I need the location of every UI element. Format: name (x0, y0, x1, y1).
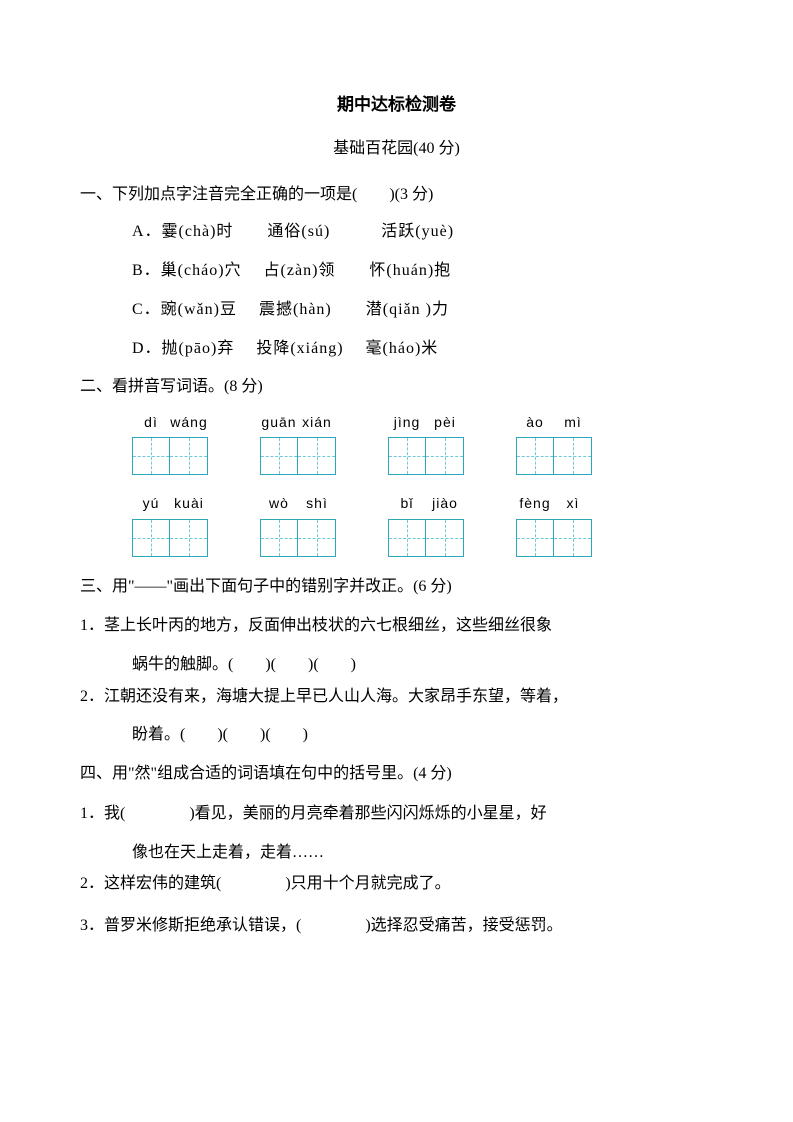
q3-item-2-cont: 盼着。( )( )( ) (80, 721, 713, 750)
question-1: 一、下列加点字注音完全正确的一项是( )(3 分) A．霎(chà)时 通俗(s… (80, 181, 713, 363)
char-box (260, 519, 298, 557)
char-box (388, 437, 426, 475)
char-box-pair (388, 437, 464, 475)
char-box-pair (132, 519, 208, 557)
doc-title: 期中达标检测卷 (80, 90, 713, 121)
char-box-pair (388, 519, 464, 557)
char-box (516, 519, 554, 557)
char-box (426, 437, 464, 475)
pinyin-label: jìngpèi (388, 410, 464, 435)
q4-item-1-cont: 像也在天上走着，走着…… (80, 839, 713, 868)
char-box-pair (516, 437, 592, 475)
pinyin-row-2: yúkuài wòshì bǐjiào fèngxì (132, 491, 713, 556)
q3-item-1: 1．茎上长叶丙的地方，反面伸出枝状的六七根细丝，这些细丝很象 (80, 609, 713, 643)
char-box (426, 519, 464, 557)
pinyin-word: yúkuài (132, 491, 208, 556)
question-3: 三、用"——"画出下面句子中的错别字并改正。(6 分) 1．茎上长叶丙的地方，反… (80, 573, 713, 751)
pinyin-label: dìwáng (132, 410, 208, 435)
char-box (170, 519, 208, 557)
q4-item-1: 1．我( )看见，美丽的月亮牵着那些闪闪烁烁的小星星，好 (80, 797, 713, 831)
q1-option-d: D．抛(pāo)弃 投降(xiáng) 毫(háo)米 (132, 335, 713, 364)
q1-option-b: B．巢(cháo)穴 占(zàn)领 怀(huán)抱 (132, 257, 713, 286)
pinyin-word: fèngxì (516, 491, 592, 556)
char-box (554, 437, 592, 475)
q3-item-2: 2．江朝还没有来，海塘大提上早已人山人海。大家昂手东望，等着， (80, 680, 713, 714)
char-box (298, 519, 336, 557)
pinyin-label: bǐjiào (388, 491, 464, 516)
pinyin-label: guānxián (260, 410, 336, 435)
char-box-pair (516, 519, 592, 557)
char-box (516, 437, 554, 475)
pinyin-label: yúkuài (132, 491, 208, 516)
pinyin-word: jìngpèi (388, 410, 464, 475)
char-box (388, 519, 426, 557)
q4-item-3: 3．普罗米修斯拒绝承认错误，( )选择忍受痛苦，接受惩罚。 (80, 909, 713, 943)
pinyin-word: guānxián (260, 410, 336, 475)
pinyin-word: àomì (516, 410, 592, 475)
q2-header: 二、看拼音写词语。(8 分) (80, 373, 713, 402)
char-box (132, 519, 170, 557)
pinyin-label: àomì (516, 410, 592, 435)
q3-item-1-cont: 蜗牛的触脚。( )( )( ) (80, 651, 713, 680)
char-box (132, 437, 170, 475)
char-box (260, 437, 298, 475)
char-box (170, 437, 208, 475)
doc-subtitle: 基础百花园(40 分) (80, 135, 713, 164)
pinyin-word: bǐjiào (388, 491, 464, 556)
q1-header: 一、下列加点字注音完全正确的一项是( )(3 分) (80, 181, 713, 210)
pinyin-word: dìwáng (132, 410, 208, 475)
pinyin-row-1: dìwáng guānxián jìngpèi àomì (132, 410, 713, 475)
pinyin-label: wòshì (260, 491, 336, 516)
pinyin-word: wòshì (260, 491, 336, 556)
char-box-pair (132, 437, 208, 475)
char-box-pair (260, 437, 336, 475)
char-box-pair (260, 519, 336, 557)
q4-header: 四、用"然"组成合适的词语填在句中的括号里。(4 分) (80, 760, 713, 789)
question-4: 四、用"然"组成合适的词语填在句中的括号里。(4 分) 1．我( )看见，美丽的… (80, 760, 713, 942)
question-2: 二、看拼音写词语。(8 分) dìwáng guānxián jìngpèi àomì… (80, 373, 713, 556)
q1-option-a: A．霎(chà)时 通俗(sú) 活跃(yuè) (132, 218, 713, 247)
pinyin-label: fèngxì (516, 491, 592, 516)
q1-option-c: C．豌(wǎn)豆 震撼(hàn) 潜(qiǎn )力 (132, 296, 713, 325)
q4-item-2: 2．这样宏伟的建筑( )只用十个月就完成了。 (80, 867, 713, 901)
char-box (298, 437, 336, 475)
char-box (554, 519, 592, 557)
q3-header: 三、用"——"画出下面句子中的错别字并改正。(6 分) (80, 573, 713, 602)
